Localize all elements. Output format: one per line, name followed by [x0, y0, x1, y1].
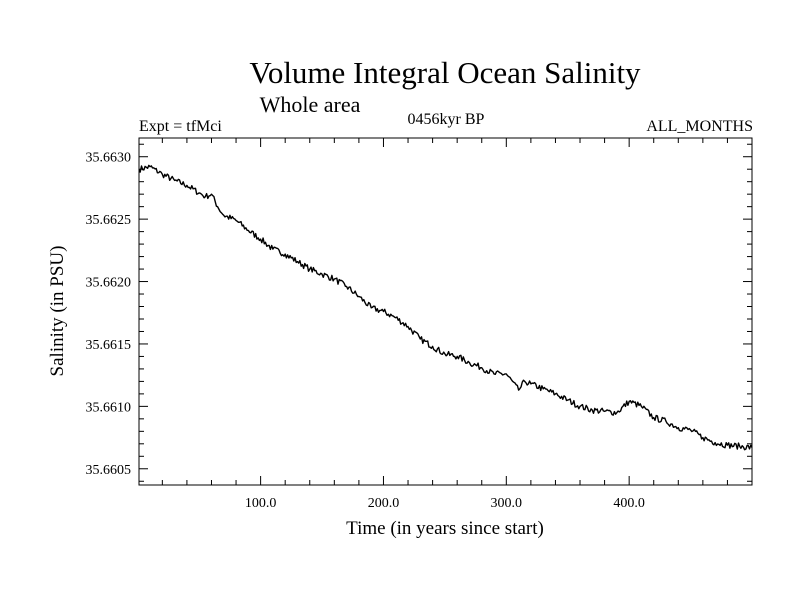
- salinity-series-line: [138, 164, 753, 451]
- x-axis-ticks: 100.0 200.0 300.0 400.0: [161, 138, 728, 511]
- x-tick-label: 100.0: [245, 496, 277, 511]
- y-axis-label: Salinity (in PSU): [47, 246, 68, 377]
- period-label: 0456kyr BP: [408, 111, 485, 128]
- y-tick-label: 35.6610: [86, 400, 132, 415]
- y-tick-label: 35.6620: [86, 276, 132, 291]
- months-label: ALL_MONTHS: [646, 118, 753, 135]
- x-tick-label: 300.0: [491, 496, 523, 511]
- chart-subtitle: Whole area: [260, 92, 361, 117]
- y-tick-label: 35.6625: [86, 213, 132, 228]
- x-tick-label: 400.0: [613, 496, 645, 511]
- plot-frame: [138, 137, 753, 486]
- experiment-label: Expt = tfMci: [139, 118, 222, 135]
- chart-title: Volume Integral Ocean Salinity: [249, 55, 641, 90]
- y-tick-label: 35.6615: [86, 338, 132, 353]
- y-tick-label: 35.6630: [86, 151, 132, 166]
- y-axis-ticks: 35.6605 35.6610 35.6615 35.6620 35.6625 35.66…: [86, 143, 752, 482]
- y-tick-label: 35.6605: [86, 463, 132, 478]
- x-tick-label: 200.0: [368, 496, 400, 511]
- x-axis-label: Time (in years since start): [346, 518, 544, 539]
